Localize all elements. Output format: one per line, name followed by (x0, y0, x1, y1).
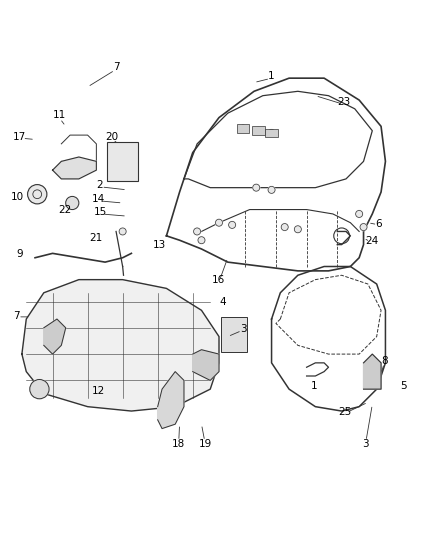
Text: 3: 3 (240, 324, 247, 334)
Polygon shape (364, 354, 381, 389)
Polygon shape (53, 157, 96, 179)
Polygon shape (22, 280, 219, 411)
Text: 15: 15 (94, 207, 107, 217)
FancyBboxPatch shape (221, 317, 247, 352)
Circle shape (30, 379, 49, 399)
Text: 3: 3 (362, 439, 369, 449)
Circle shape (229, 221, 236, 229)
Text: 1: 1 (268, 71, 275, 81)
Circle shape (356, 211, 363, 217)
Circle shape (294, 226, 301, 233)
Circle shape (268, 187, 275, 193)
Circle shape (240, 125, 247, 132)
FancyBboxPatch shape (237, 124, 249, 133)
Polygon shape (44, 319, 66, 354)
Circle shape (215, 219, 223, 226)
Text: 25: 25 (339, 407, 352, 417)
Text: 21: 21 (89, 233, 102, 243)
Text: 24: 24 (365, 236, 378, 246)
Circle shape (198, 237, 205, 244)
Text: 19: 19 (198, 439, 212, 449)
Text: 18: 18 (172, 439, 185, 449)
Text: 5: 5 (400, 381, 407, 391)
Text: 2: 2 (96, 181, 103, 190)
Text: 14: 14 (92, 193, 105, 204)
Text: 10: 10 (11, 192, 24, 203)
Text: 4: 4 (219, 297, 226, 308)
Text: 13: 13 (153, 240, 166, 249)
Circle shape (281, 223, 288, 231)
Text: 7: 7 (113, 62, 120, 72)
FancyBboxPatch shape (265, 128, 278, 138)
FancyBboxPatch shape (107, 142, 138, 181)
Circle shape (66, 197, 79, 209)
Circle shape (360, 223, 367, 231)
Circle shape (28, 184, 47, 204)
Text: 7: 7 (13, 311, 20, 320)
Circle shape (194, 228, 201, 235)
Circle shape (255, 127, 262, 134)
Polygon shape (193, 350, 219, 381)
Text: 8: 8 (381, 356, 388, 366)
Text: 11: 11 (53, 110, 66, 120)
Text: 23: 23 (337, 97, 350, 107)
Circle shape (253, 184, 260, 191)
Polygon shape (158, 372, 184, 429)
Circle shape (119, 228, 126, 235)
Text: 17: 17 (13, 132, 26, 142)
Text: 20: 20 (105, 132, 118, 142)
Text: 6: 6 (375, 219, 382, 229)
Text: 9: 9 (16, 249, 23, 259)
Text: 1: 1 (311, 381, 318, 391)
FancyBboxPatch shape (252, 126, 265, 135)
Circle shape (268, 130, 275, 136)
Text: 12: 12 (92, 386, 105, 397)
Text: 16: 16 (212, 274, 225, 285)
Text: 22: 22 (58, 205, 71, 215)
